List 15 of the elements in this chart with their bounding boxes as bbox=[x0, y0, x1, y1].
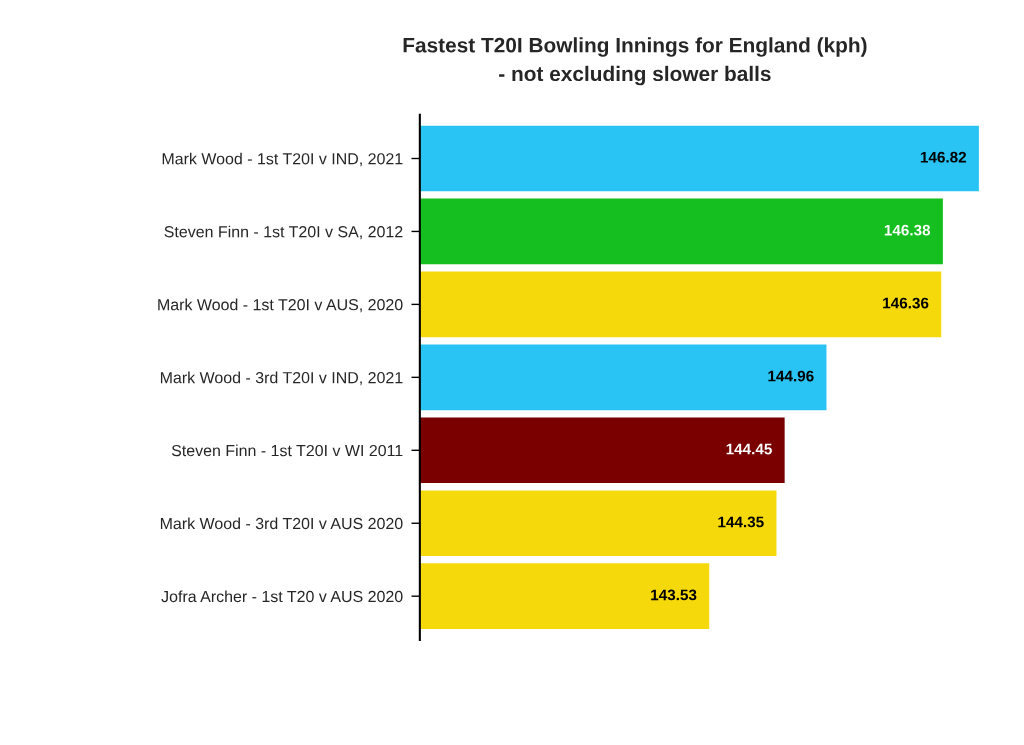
y-tick-label: Jofra Archer - 1st T20 v AUS 2020 bbox=[161, 590, 403, 603]
chart-title: Fastest T20I Bowling Innings for England (kph) - not excluding slower balls bbox=[403, 37, 867, 86]
y-tick-label: Mark Wood - 3rd T20I v IND, 2021 bbox=[160, 371, 403, 386]
y-tick-label: Steven Finn - 1st T20I v WI 2011 bbox=[171, 444, 403, 457]
y-tick-label: Mark Wood - 3rd T20I v AUS 2020 bbox=[160, 517, 403, 530]
data-label: 146.82 bbox=[920, 151, 967, 163]
data-label: 144.96 bbox=[768, 370, 814, 382]
y-tick-label: Mark Wood - 1st T20I v AUS, 2020 bbox=[158, 298, 403, 313]
data-label: 143.53 bbox=[651, 589, 697, 601]
data-label: 144.35 bbox=[718, 516, 764, 528]
y-tick-label: Mark Wood - 1st T20I v IND, 2021 bbox=[162, 152, 403, 167]
data-label: 146.36 bbox=[883, 297, 929, 309]
data-label: 144.45 bbox=[726, 443, 772, 455]
y-tick-label: Steven Finn - 1st T20I v SA, 2012 bbox=[164, 225, 403, 240]
data-label: 146.38 bbox=[884, 224, 931, 236]
